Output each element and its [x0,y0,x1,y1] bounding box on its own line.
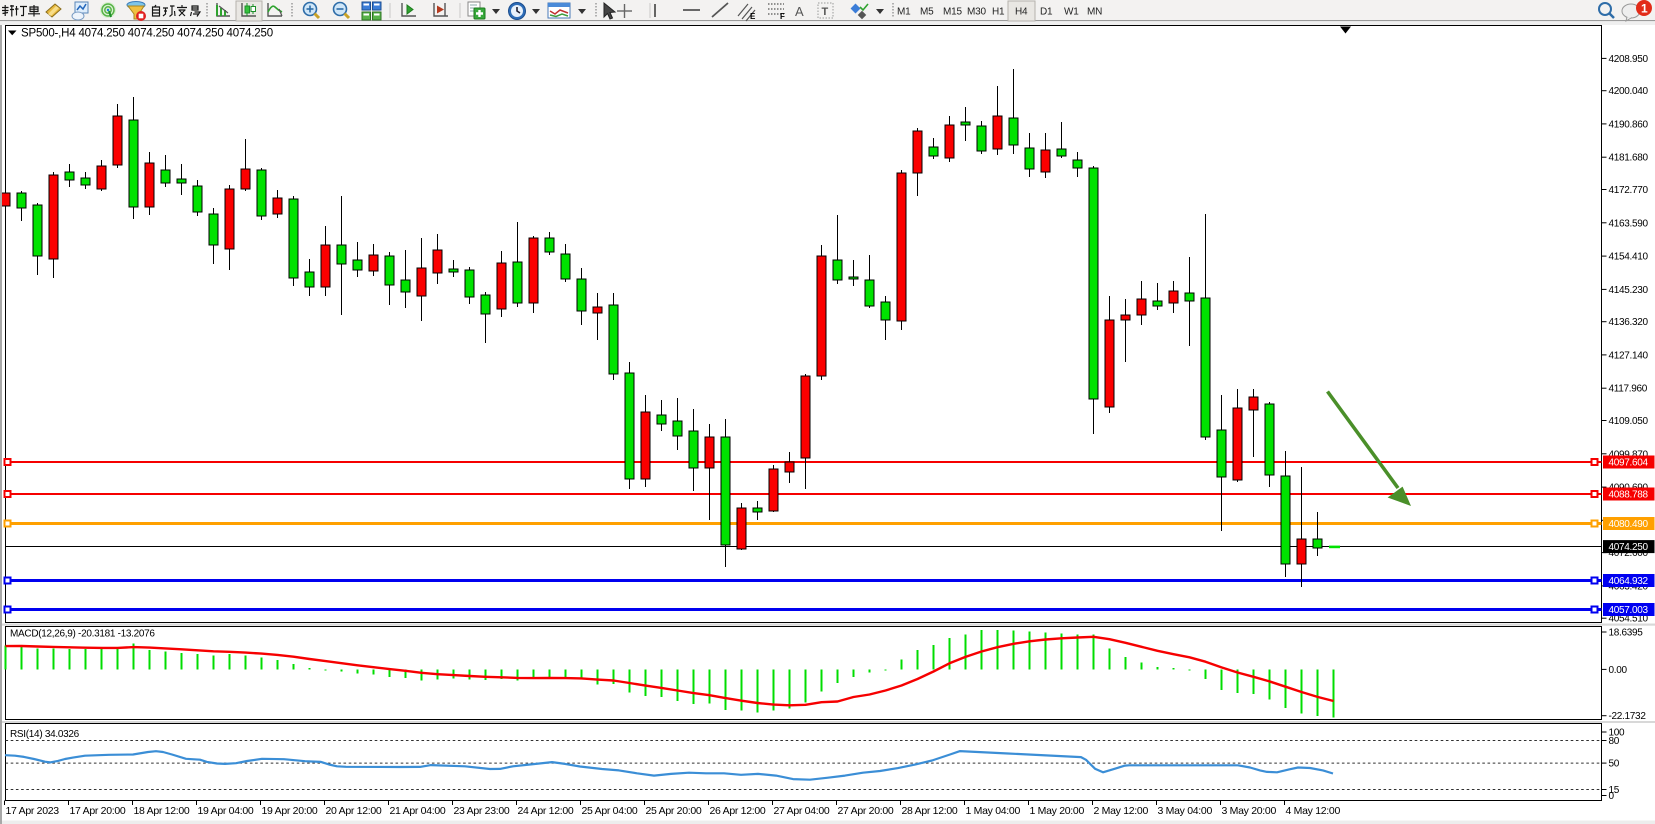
svg-text:4080.490: 4080.490 [1609,519,1649,530]
svg-text:4145.230: 4145.230 [1609,285,1649,296]
svg-text:MN: MN [1087,7,1102,18]
svg-text:RSI(14) 34.0326: RSI(14) 34.0326 [10,729,80,740]
svg-text:1 May 20:00: 1 May 20:00 [1030,805,1085,817]
svg-text:1 May 04:00: 1 May 04:00 [966,805,1021,817]
svg-text:4163.590: 4163.590 [1609,218,1649,229]
svg-text:H1: H1 [992,7,1005,18]
svg-text:F: F [780,12,785,21]
svg-text:4127.140: 4127.140 [1609,350,1649,361]
svg-text:4208.950: 4208.950 [1609,54,1649,65]
svg-text:-22.1732: -22.1732 [1609,711,1647,722]
svg-text:25 Apr 20:00: 25 Apr 20:00 [646,805,702,817]
svg-text:4099.870: 4099.870 [1609,449,1649,460]
svg-text:M15: M15 [943,7,962,18]
svg-text:H4: H4 [1015,7,1028,18]
svg-text:4 May 12:00: 4 May 12:00 [1286,805,1341,817]
svg-text:4064.932: 4064.932 [1609,576,1649,587]
svg-text:28 Apr 12:00: 28 Apr 12:00 [902,805,958,817]
svg-text:21 Apr 04:00: 21 Apr 04:00 [390,805,446,817]
svg-text:1: 1 [1641,2,1648,16]
svg-text:15: 15 [1609,785,1620,796]
svg-text:27 Apr 04:00: 27 Apr 04:00 [774,805,830,817]
svg-text:4072.600: 4072.600 [1609,548,1649,559]
svg-text:SP500-,H4 4074.250 4074.250 4: SP500-,H4 4074.250 4074.250 4074.250 407… [21,28,273,40]
svg-text:100: 100 [1609,728,1626,739]
svg-text:M1: M1 [897,7,911,18]
svg-text:4117.960: 4117.960 [1609,384,1648,395]
svg-text:4054.510: 4054.510 [1609,614,1649,625]
svg-text:20 Apr 12:00: 20 Apr 12:00 [326,805,382,817]
svg-text:T: T [822,6,829,18]
svg-text:D1: D1 [1040,7,1053,18]
svg-text:17 Apr 2023: 17 Apr 2023 [6,805,60,817]
svg-text:A: A [795,4,804,19]
svg-text:50: 50 [1609,759,1620,770]
svg-text:0: 0 [1609,791,1615,802]
svg-text:4136.320: 4136.320 [1609,317,1649,328]
svg-text:26 Apr 12:00: 26 Apr 12:00 [710,805,766,817]
svg-text:3 May 04:00: 3 May 04:00 [1158,805,1213,817]
svg-text:25 Apr 04:00: 25 Apr 04:00 [582,805,638,817]
svg-text:4190.860: 4190.860 [1609,119,1649,130]
svg-text:19 Apr 04:00: 19 Apr 04:00 [198,805,254,817]
svg-text:18.6395: 18.6395 [1609,628,1644,639]
svg-text:4088.788: 4088.788 [1609,490,1649,501]
svg-text:18 Apr 12:00: 18 Apr 12:00 [134,805,190,817]
svg-text:4181.680: 4181.680 [1609,153,1649,164]
svg-text:2 May 12:00: 2 May 12:00 [1094,805,1149,817]
svg-text:M30: M30 [967,7,986,18]
svg-text:4057.003: 4057.003 [1609,605,1649,616]
svg-text:23 Apr 23:00: 23 Apr 23:00 [454,805,510,817]
svg-text:E: E [750,12,756,21]
svg-text:4154.410: 4154.410 [1609,252,1649,263]
svg-text:M5: M5 [920,7,934,18]
svg-text:4074.250: 4074.250 [1609,542,1649,553]
svg-text:80: 80 [1609,736,1620,747]
svg-text:19 Apr 20:00: 19 Apr 20:00 [262,805,318,817]
svg-text:MACD(12,26,9) -20.3181 -13.207: MACD(12,26,9) -20.3181 -13.2076 [10,629,155,640]
svg-text:27 Apr 20:00: 27 Apr 20:00 [838,805,894,817]
svg-text:0.00: 0.00 [1609,665,1628,676]
svg-text:4097.604: 4097.604 [1609,458,1649,469]
svg-text:4172.770: 4172.770 [1609,185,1649,196]
svg-text:3 May 20:00: 3 May 20:00 [1222,805,1277,817]
svg-text:24 Apr 12:00: 24 Apr 12:00 [518,805,574,817]
svg-text:4109.050: 4109.050 [1609,416,1649,427]
svg-text:17 Apr 20:00: 17 Apr 20:00 [70,805,126,817]
svg-text:W1: W1 [1064,7,1079,18]
svg-text:4200.040: 4200.040 [1609,86,1649,97]
